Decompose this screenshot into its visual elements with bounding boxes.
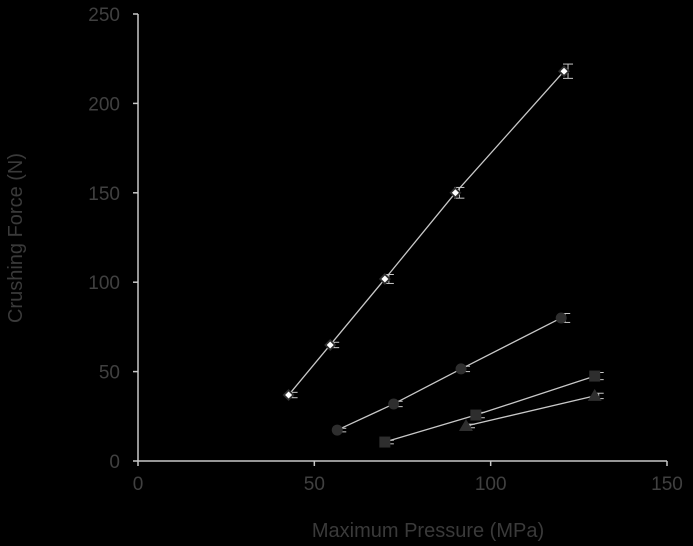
diamond-marker-center [560,67,568,75]
circle-marker [555,312,567,324]
diamond-marker-center [381,275,389,283]
y-tick-label: 0 [109,452,120,473]
x-tick-label: 0 [133,474,144,495]
series-circle [331,312,571,436]
x-axis: 0 50 100 150 [133,460,683,495]
y-tick-label: 50 [99,363,120,384]
series-diamond [282,63,574,402]
diamond-marker-center [326,341,334,349]
y-axis: 0 50 100 150 200 250 [88,5,139,473]
triangle-marker [458,418,473,431]
y-tick-label: 200 [88,94,120,115]
y-axis-title: Crushing Force (N) [5,153,27,323]
x-axis-title: Maximum Pressure (MPa) [312,520,544,542]
triangle-marker [587,388,602,401]
circle-marker [455,363,467,375]
x-tick-label: 50 [304,474,325,495]
y-tick-label: 100 [88,273,120,294]
y-tick-label: 250 [88,5,120,26]
series-line [465,395,595,427]
series-triangle [458,388,604,431]
x-tick-label: 100 [475,474,507,495]
square-marker [470,409,482,421]
square-marker [379,436,391,448]
diamond-marker-center [451,189,459,197]
circle-marker [331,424,343,436]
plot-area [282,63,604,448]
circle-marker [388,398,400,410]
diamond-marker-center [285,391,293,399]
series-line [384,375,595,443]
series-line [336,317,562,431]
x-tick-label: 150 [651,474,683,495]
y-tick-label: 150 [88,184,120,205]
square-marker [589,370,601,382]
series-square [379,370,604,448]
